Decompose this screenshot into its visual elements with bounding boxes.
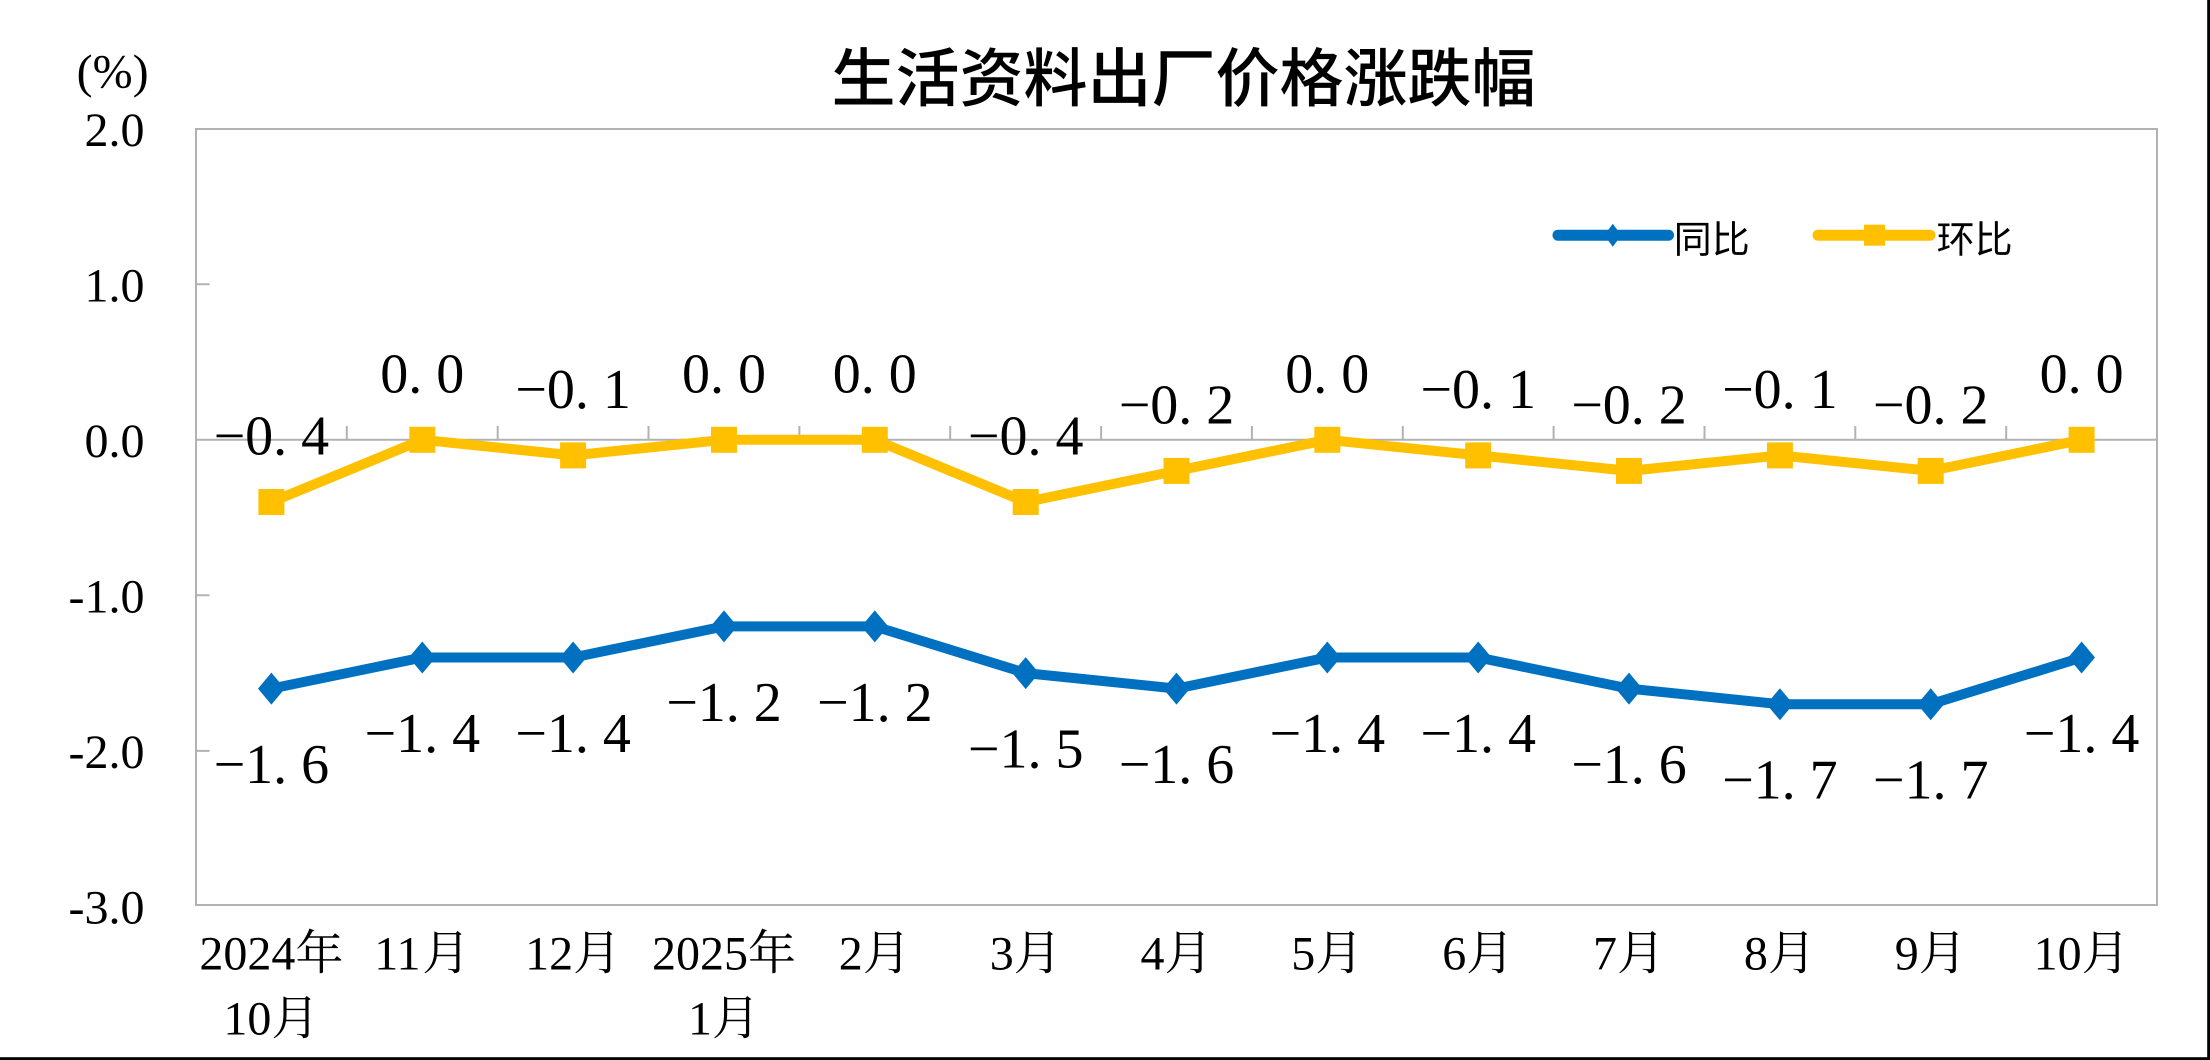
svg-text:0. 0: 0. 0 bbox=[2040, 344, 2124, 406]
svg-text:0. 0: 0. 0 bbox=[833, 344, 917, 406]
svg-text:−1. 4: −1. 4 bbox=[2024, 703, 2140, 765]
svg-text:−1. 6: −1. 6 bbox=[214, 734, 330, 796]
svg-text:−0. 4: −0. 4 bbox=[968, 406, 1084, 468]
svg-text:−0. 1: −0. 1 bbox=[515, 359, 631, 421]
svg-text:−0. 1: −0. 1 bbox=[1420, 359, 1536, 421]
svg-text:1: 1 bbox=[688, 993, 712, 1046]
svg-text:3: 3 bbox=[990, 928, 1014, 981]
svg-text:−0. 4: −0. 4 bbox=[214, 406, 330, 468]
svg-text:6: 6 bbox=[1442, 928, 1466, 981]
svg-text:10: 10 bbox=[223, 993, 271, 1046]
svg-text:11: 11 bbox=[374, 928, 420, 981]
svg-text:−1. 6: −1. 6 bbox=[1571, 734, 1687, 796]
svg-text:-1.0: -1.0 bbox=[69, 571, 145, 624]
svg-text:2025: 2025 bbox=[652, 928, 748, 981]
svg-text:−0. 2: −0. 2 bbox=[1571, 375, 1687, 437]
svg-text:−0. 2: −0. 2 bbox=[1119, 375, 1235, 437]
svg-text:−1. 4: −1. 4 bbox=[1420, 703, 1536, 765]
svg-text:12: 12 bbox=[525, 928, 573, 981]
svg-text:−1. 6: −1. 6 bbox=[1119, 734, 1235, 796]
svg-text:10: 10 bbox=[2034, 928, 2082, 981]
svg-text:5: 5 bbox=[1291, 928, 1315, 981]
svg-text:−1. 4: −1. 4 bbox=[365, 703, 481, 765]
svg-text:0. 0: 0. 0 bbox=[1285, 344, 1369, 406]
svg-text:0. 0: 0. 0 bbox=[380, 344, 464, 406]
svg-text:-3.0: -3.0 bbox=[69, 882, 145, 935]
svg-text:2024: 2024 bbox=[199, 928, 295, 981]
svg-text:−1. 2: −1. 2 bbox=[817, 672, 933, 734]
svg-text:1.0: 1.0 bbox=[85, 260, 145, 313]
svg-text:0.0: 0.0 bbox=[85, 415, 145, 468]
svg-text:8: 8 bbox=[1744, 928, 1768, 981]
svg-text:−0. 1: −0. 1 bbox=[1722, 359, 1838, 421]
svg-text:−1. 5: −1. 5 bbox=[968, 719, 1084, 781]
svg-text:−0. 2: −0. 2 bbox=[1873, 375, 1989, 437]
svg-text:9: 9 bbox=[1895, 928, 1919, 981]
svg-text:0. 0: 0. 0 bbox=[682, 344, 766, 406]
svg-text:(%): (%) bbox=[77, 46, 149, 99]
svg-text:−1. 4: −1. 4 bbox=[1270, 703, 1386, 765]
svg-text:−1. 2: −1. 2 bbox=[666, 672, 782, 734]
svg-text:-2.0: -2.0 bbox=[69, 726, 145, 779]
svg-text:−1. 7: −1. 7 bbox=[1722, 750, 1838, 812]
svg-text:2.0: 2.0 bbox=[85, 104, 145, 157]
svg-text:7: 7 bbox=[1593, 928, 1617, 981]
svg-text:2: 2 bbox=[839, 928, 863, 981]
svg-text:−1. 7: −1. 7 bbox=[1873, 750, 1989, 812]
svg-text:4: 4 bbox=[1141, 928, 1165, 981]
svg-text:−1. 4: −1. 4 bbox=[515, 703, 631, 765]
